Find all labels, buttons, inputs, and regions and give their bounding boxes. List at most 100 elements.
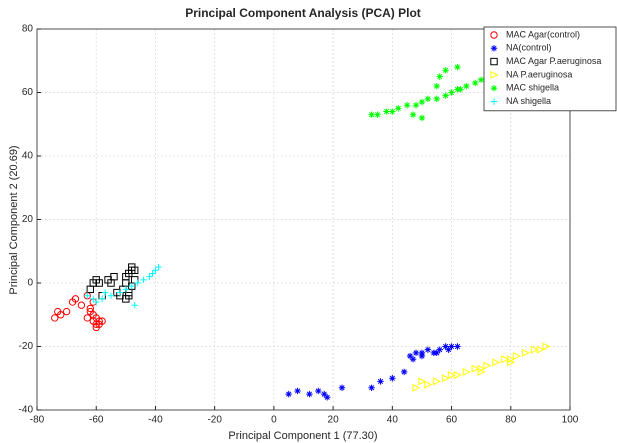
data-point [462,367,471,376]
data-point [125,288,133,297]
data-point [98,295,106,303]
data-point [84,292,91,299]
data-point [368,384,375,391]
x-tick-label: -20 [207,415,222,426]
data-point [433,349,440,357]
y-tick-label: 20 [22,214,34,225]
legend-marker [490,45,498,52]
legend-label: MAC shigella [506,83,559,93]
data-point [433,377,442,386]
x-axis-label: Principal Component 1 (77.30) [228,430,377,442]
data-point [389,108,396,115]
data-point [412,102,420,109]
data-point [98,317,106,325]
data-point [321,390,328,398]
data-point [368,111,375,118]
data-point [521,348,530,357]
data-point [89,279,97,287]
data-point [501,355,510,364]
data-point [433,82,440,90]
legend-label: NA shigella [506,96,551,106]
data-point [424,380,433,389]
data-point [436,346,443,353]
data-point [400,368,408,376]
x-tick-label: -80 [30,415,45,426]
data-point [454,63,461,71]
data-point [442,67,449,74]
data-point [149,270,156,277]
data-point [83,292,92,300]
data-point [128,282,136,290]
data-point [62,307,71,316]
data-point [418,98,426,106]
y-tick-label: 60 [22,87,34,98]
data-point [56,311,65,319]
data-point [122,286,130,293]
data-point [122,295,130,303]
data-point [471,364,480,373]
data-point [445,346,452,353]
data-point [51,314,59,322]
data-point [412,349,420,357]
y-tick-label: 80 [22,24,34,35]
data-point [140,276,147,284]
data-point [155,263,162,271]
y-tick-label: -20 [19,341,34,352]
data-point [122,272,130,281]
data-point [436,73,443,80]
data-point [395,105,402,112]
data-point [128,282,135,290]
data-point [77,301,86,309]
legend-marker [490,98,498,105]
data-point [441,374,450,383]
data-point [306,390,313,398]
legend-label: NA P.aeruginosa [506,69,572,79]
data-point [152,267,159,274]
data-point [107,292,115,299]
data-point [110,272,118,281]
data-point [116,289,124,296]
x-tick-label: 0 [271,415,277,426]
data-point [433,95,440,103]
data-point [457,86,464,93]
data-point [134,279,141,287]
data-point [418,352,426,360]
data-point [424,95,432,103]
data-point [90,295,97,303]
data-point [409,356,417,363]
data-point [315,387,322,395]
legend-marker [490,85,498,92]
legend-marker [490,70,499,79]
data-point [412,383,421,392]
chart-title: Principal Component Analysis (PCA) Plot [185,6,421,20]
data-point [294,387,301,395]
data-point [86,307,95,316]
data-point [128,263,136,271]
data-point [454,343,461,350]
data-point [95,320,103,328]
data-point [406,352,414,360]
data-point [472,79,479,87]
data-point [424,346,432,353]
data-point [513,352,522,361]
x-tick-label: 40 [387,415,399,426]
x-tick-label: -60 [89,415,104,426]
legend-label: NA(control) [506,43,552,53]
data-point [418,114,426,122]
data-point [146,273,153,280]
data-point [389,375,396,382]
y-axis-label: Principal Component 2 (20.69) [8,145,20,294]
data-point [542,342,551,351]
data-point [101,289,109,296]
x-tick-label: -40 [148,415,163,426]
data-point [374,111,381,118]
data-point [92,276,100,284]
data-point [377,378,384,385]
x-tick-label: 100 [562,415,579,426]
x-tick-label: 60 [446,415,458,426]
data-point [131,302,138,309]
data-point [536,345,545,354]
data-point [71,295,80,303]
data-point [323,394,331,401]
